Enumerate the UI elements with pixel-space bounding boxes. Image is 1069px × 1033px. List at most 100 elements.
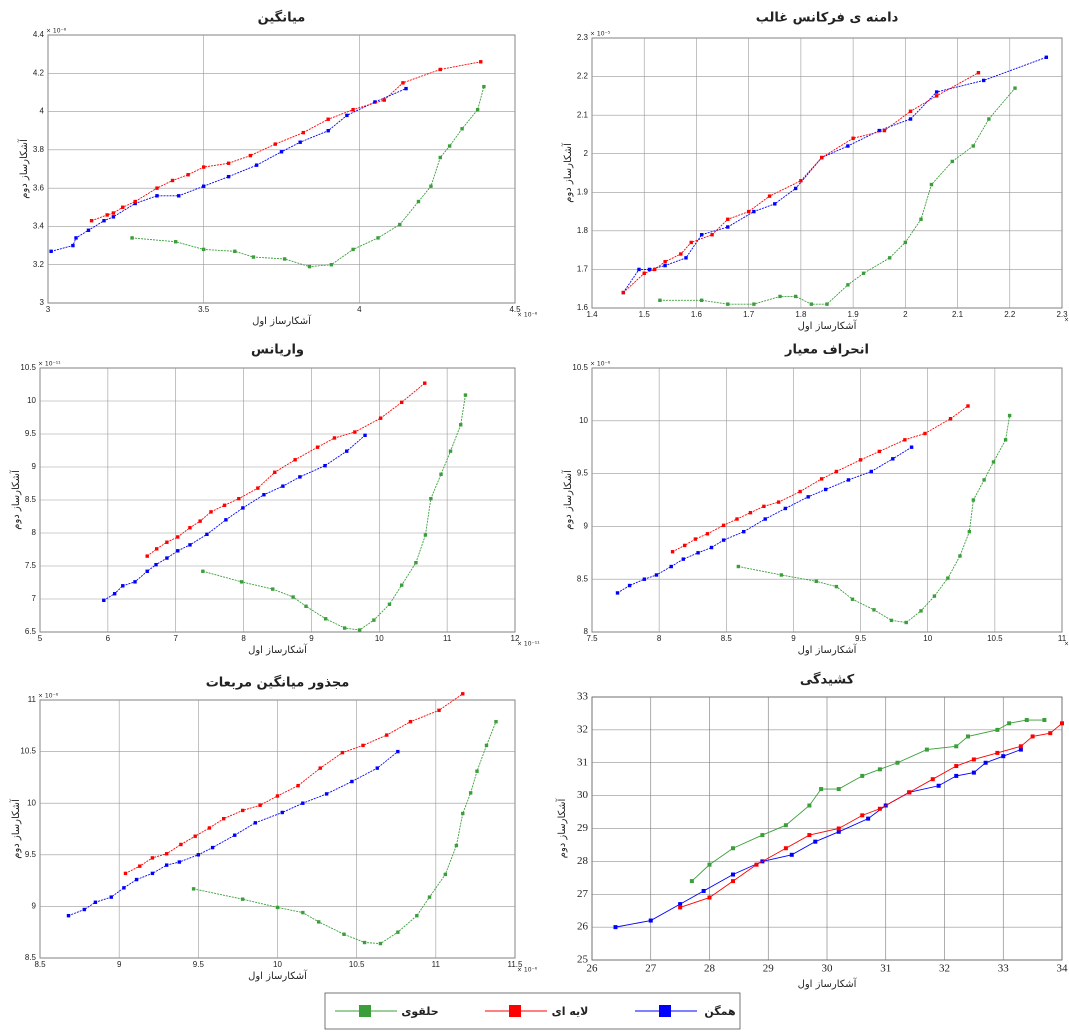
data-point [373, 100, 377, 104]
data-point [357, 628, 362, 632]
data-point [378, 416, 383, 420]
data-point [819, 477, 824, 481]
data-point [642, 577, 647, 581]
data-point [776, 500, 781, 504]
plot-area [591, 37, 1063, 309]
data-point [177, 194, 181, 198]
data-point [362, 940, 367, 945]
data-point [701, 888, 706, 893]
y-tick-label: 11 [28, 695, 37, 704]
data-point [806, 495, 810, 499]
data-point [748, 510, 753, 515]
data-point [439, 472, 443, 476]
data-point [275, 794, 280, 798]
y-exponent: × 10⁻⁸ [46, 28, 67, 35]
x-tick-label: 4 [357, 305, 362, 314]
data-point [903, 438, 907, 442]
data-point [934, 94, 939, 98]
data-point [869, 469, 874, 474]
data-point [399, 583, 404, 587]
y-tick-label: 10.5 [20, 363, 36, 372]
data-point [814, 579, 818, 584]
x-tick-label: 2 [903, 310, 908, 319]
data-point [908, 117, 913, 121]
data-point [342, 932, 346, 936]
series-line [738, 415, 1011, 623]
data-point [846, 283, 850, 287]
data-point [709, 545, 714, 550]
data-point [652, 267, 657, 272]
x-tick-label: 28 [704, 963, 716, 975]
y-tick-label: 8.5 [25, 495, 37, 504]
data-point [895, 760, 900, 765]
x-tick-label: 1.9 [848, 310, 860, 319]
data-point [670, 550, 675, 554]
y-tick-label: 10.5 [572, 363, 588, 372]
data-point [226, 161, 231, 165]
data-point [145, 569, 149, 573]
data-point [414, 561, 418, 565]
data-point [150, 871, 155, 876]
x-tick-label: 11 [432, 960, 441, 969]
data-point [954, 764, 959, 769]
x-tick-label: 26 [587, 963, 599, 975]
data-point [427, 895, 432, 899]
data-point [201, 184, 206, 188]
data-point [82, 907, 87, 912]
y-tick-label: 4.4 [33, 30, 45, 39]
y-tick-label: 9 [32, 902, 37, 911]
data-point [889, 618, 894, 623]
data-point [689, 879, 694, 884]
x-tick-label: 27 [645, 963, 657, 975]
x-tick-label: 10.5 [987, 634, 1003, 643]
data-point [111, 211, 116, 215]
y-tick-label: 1.6 [577, 303, 589, 312]
data-point [907, 790, 912, 795]
data-point [684, 256, 688, 260]
y-tick-label: 9 [32, 462, 37, 471]
data-point [385, 733, 389, 737]
y-tick-label: 30 [577, 789, 589, 801]
data-point [799, 179, 803, 183]
y-tick-label: 33 [577, 691, 589, 703]
data-point [860, 813, 865, 818]
y-tick-label: 26 [577, 921, 589, 933]
x-exponent: × 10⁻⁶ [1064, 641, 1069, 648]
data-point [705, 532, 710, 536]
data-point [936, 783, 941, 788]
data-point [186, 173, 190, 177]
data-point [461, 811, 465, 816]
data-point [948, 416, 953, 421]
x-axis-label: آشکارساز اول [252, 314, 312, 327]
x-tick-label: 10 [923, 634, 932, 643]
data-point [233, 249, 237, 254]
data-point [188, 526, 192, 530]
data-point [233, 833, 237, 837]
data-point [351, 107, 355, 112]
x-tick-label: 34 [1057, 963, 1069, 975]
data-point [735, 517, 739, 521]
data-point [454, 843, 459, 848]
x-tick-label: 1.8 [795, 310, 807, 319]
x-tick-label: 32 [939, 963, 950, 975]
data-point [326, 129, 330, 133]
data-point [995, 750, 1000, 755]
y-tick-label: 8.5 [577, 574, 589, 583]
data-point [262, 493, 266, 497]
data-point [820, 155, 824, 160]
data-point [345, 113, 349, 118]
data-point [375, 766, 379, 770]
y-tick-label: 10 [579, 416, 588, 425]
data-point [621, 290, 626, 295]
x-axis-label: آشکارساز اول [798, 319, 858, 332]
data-point [809, 302, 814, 306]
data-point [976, 71, 981, 75]
x-tick-label: 9.5 [855, 634, 867, 643]
data-point [378, 941, 383, 946]
data-point [224, 518, 228, 522]
series-line [193, 721, 497, 945]
data-point [742, 529, 746, 534]
data-point [954, 773, 959, 778]
data-point [983, 760, 988, 765]
